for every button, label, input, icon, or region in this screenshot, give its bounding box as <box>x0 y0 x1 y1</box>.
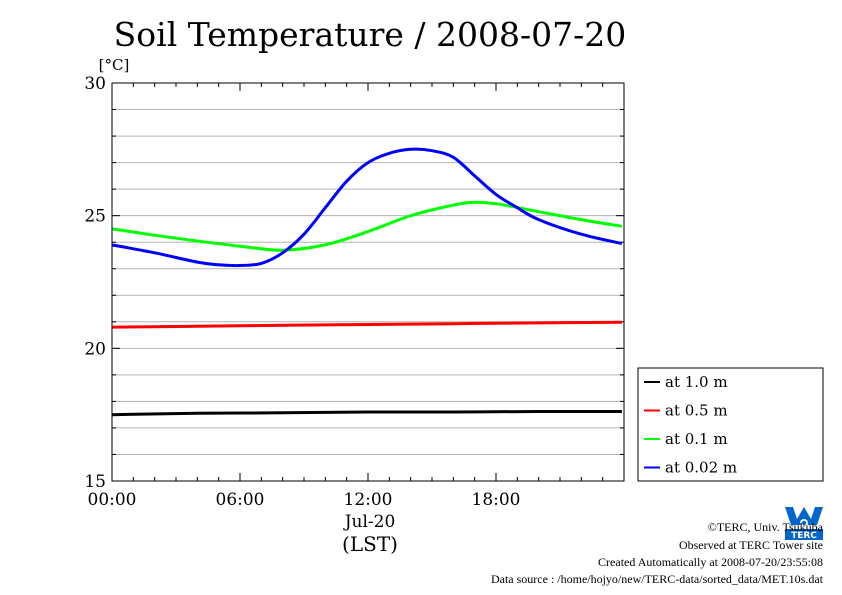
y-tick-label: 25 <box>84 207 106 227</box>
x-tick-label: 12:00 <box>344 490 393 510</box>
axis-ticks <box>111 82 625 482</box>
credit-copyright: ©TERC, Univ. Tsukuba <box>707 520 823 534</box>
credit-created: Created Automatically at 2008-07-20/23:5… <box>598 555 823 569</box>
x-axis-label: (LST) <box>342 532 398 556</box>
series-line-at-1-0-m <box>111 409 622 417</box>
legend: at 1.0 m at 0.5 m at 0.1 m at 0.02 m <box>637 367 824 482</box>
legend-label: at 0.02 m <box>665 459 737 477</box>
logo-text: TERC <box>791 531 817 541</box>
x-tick-label: 00:00 <box>88 490 137 510</box>
x-tick-label: 18:00 <box>472 490 521 510</box>
date-label: Jul-20 <box>343 512 396 532</box>
y-tick-labels: 15 20 25 30 <box>84 74 106 492</box>
credit-data-source: Data source : /home/hojyo/new/TERC-data/… <box>490 572 823 586</box>
y-tick-label: 30 <box>84 74 106 94</box>
credit-observed: Observed at TERC Tower site <box>678 538 823 552</box>
x-tick-label: 06:00 <box>216 490 265 510</box>
logo-emblem <box>785 507 823 525</box>
series-line-at-0-02-m <box>111 147 623 268</box>
x-tick-labels: 00:00 06:00 12:00 18:00 <box>88 490 521 510</box>
legend-label: at 0.1 m <box>665 430 728 448</box>
y-axis-unit-label: [°C] <box>99 56 130 74</box>
legend-box <box>637 367 824 482</box>
series-layer <box>111 147 623 417</box>
series-line-at-0-5-m <box>111 320 622 329</box>
y-tick-label: 20 <box>84 339 106 359</box>
y-tick-label: 15 <box>84 472 106 492</box>
series-line-at-0-1-m <box>111 200 623 252</box>
plot-area-frame <box>111 82 625 482</box>
terc-logo: TERC <box>783 503 825 541</box>
legend-label: at 1.0 m <box>665 373 728 391</box>
legend-label: at 0.5 m <box>665 402 728 420</box>
chart-title: Soil Temperature / 2008-07-20 <box>114 15 627 54</box>
gridlines <box>112 109 624 455</box>
